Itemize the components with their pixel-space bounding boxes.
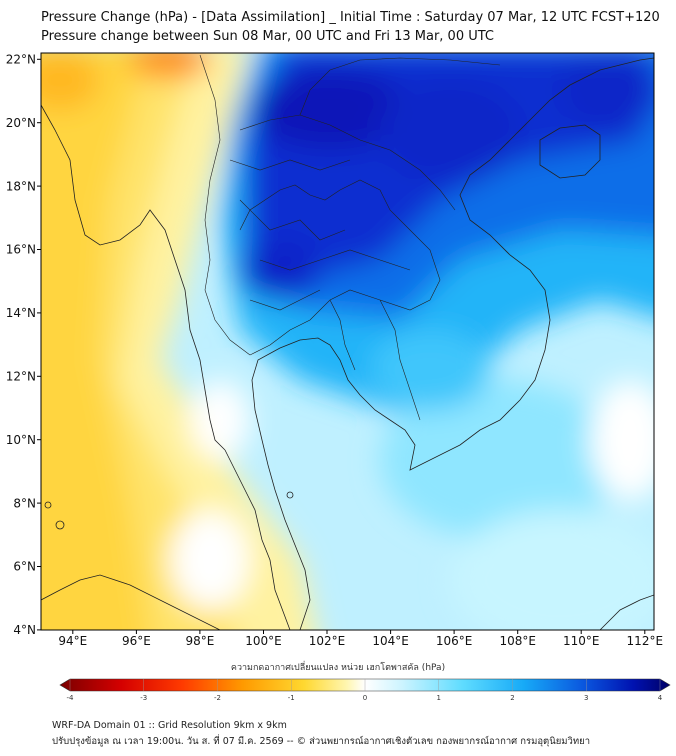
- cb-tick-4: 4: [658, 694, 663, 702]
- footer-model-info: WRF-DA Domain 01 :: Grid Resolution 9km …: [52, 720, 287, 731]
- lon-label-104: 104°E: [372, 634, 409, 648]
- lon-label-110: 110°E: [563, 634, 600, 648]
- footer-update-info: ปรับปรุงข้อมูล ณ เวลา 19:00น. วัน ส. ที่…: [52, 736, 591, 747]
- lat-label-18: 18°N: [6, 179, 36, 193]
- map-frame: [40, 52, 655, 631]
- lon-label-94: 94°E: [58, 634, 87, 648]
- lat-label-22: 22°N: [6, 53, 36, 67]
- coastlines: [41, 57, 654, 630]
- lat-label-6: 6°N: [13, 560, 36, 574]
- lon-label-102: 102°E: [309, 634, 346, 648]
- cb-tick-2: 2: [510, 694, 514, 702]
- cb-tick-neg2: -2: [214, 694, 221, 702]
- cb-tick-0: 0: [363, 694, 367, 702]
- borders: [199, 54, 501, 421]
- cb-tick-neg3: -3: [140, 694, 147, 702]
- lon-label-108: 108°E: [499, 634, 536, 648]
- map-title: Pressure Change (hPa) - [Data Assimilati…: [41, 10, 660, 25]
- lon-label-112: 112°E: [627, 634, 664, 648]
- lat-label-14: 14°N: [6, 306, 36, 320]
- colorbar-label: ความกดอากาศเปลี่ยนแปลง หน่วย เฮกโตพาสคัล…: [230, 663, 446, 673]
- lon-label-98: 98°E: [185, 634, 214, 648]
- lat-tick-marks: [37, 58, 41, 631]
- lon-label-96: 96°E: [122, 634, 151, 648]
- lat-label-4: 4°N: [13, 623, 36, 637]
- lat-label-12: 12°N: [6, 370, 36, 384]
- colorbar: -4 -3 -2 -1 0 1 2 3 4: [59, 678, 671, 702]
- lon-label-106: 106°E: [436, 634, 473, 648]
- cb-tick-neg1: -1: [288, 694, 295, 702]
- lon-tick-marks: [72, 630, 646, 634]
- cb-tick-3: 3: [584, 694, 588, 702]
- cb-tick-neg4: -4: [67, 694, 75, 702]
- lon-label-100: 100°E: [245, 634, 282, 648]
- lat-label-10: 10°N: [6, 433, 36, 447]
- lat-label-8: 8°N: [13, 496, 36, 510]
- lat-label-16: 16°N: [6, 243, 36, 257]
- map-subtitle: Pressure change between Sun 08 Mar, 00 U…: [41, 29, 494, 44]
- lat-label-20: 20°N: [6, 116, 36, 130]
- pressure-field: [41, 53, 654, 630]
- cb-tick-1: 1: [437, 694, 441, 702]
